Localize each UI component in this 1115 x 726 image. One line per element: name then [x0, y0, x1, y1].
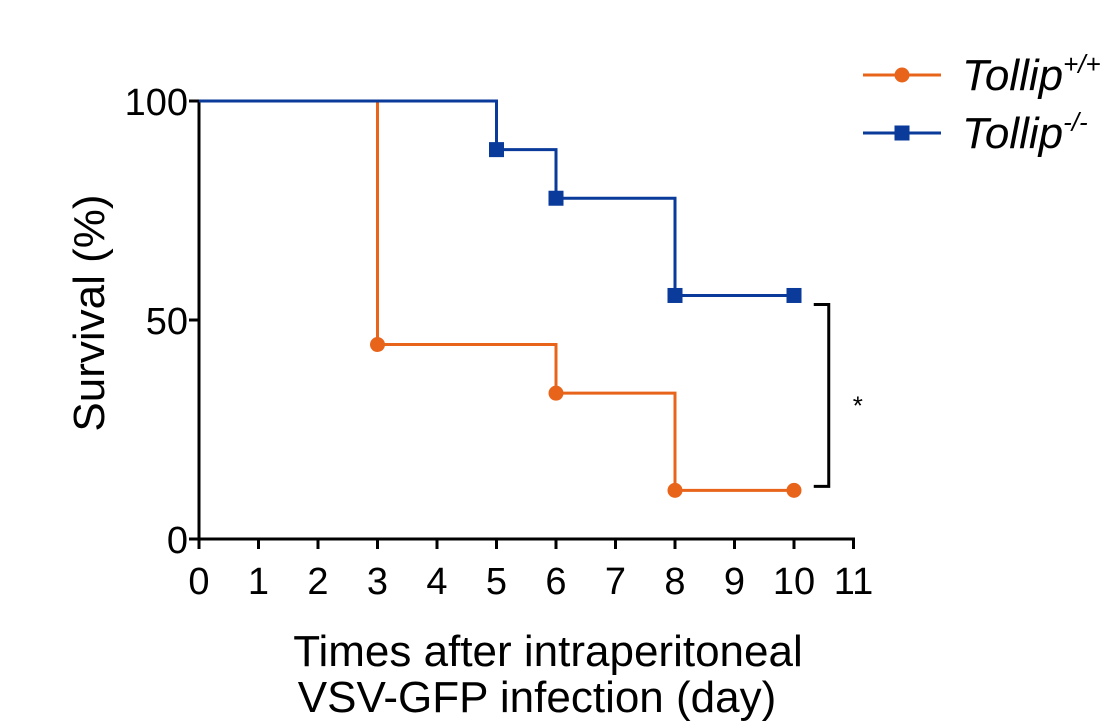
data-point — [786, 482, 802, 498]
x-tick-label: 10 — [773, 561, 815, 603]
data-point — [786, 287, 802, 303]
data-point — [667, 287, 683, 303]
data-point — [370, 337, 385, 353]
series-layer — [199, 99, 802, 498]
x-tick-label: 2 — [307, 561, 328, 603]
legend-label-name: Tollip — [962, 109, 1063, 158]
legend: Tollip+/+Tollip-/- — [863, 49, 1101, 158]
x-tick-label: 4 — [426, 561, 447, 603]
legend-marker — [894, 67, 910, 83]
series-line — [199, 99, 794, 492]
y-axis-title: Survival (%) — [65, 194, 114, 431]
y-tick-label: 0 — [167, 520, 188, 562]
significance-bracket — [813, 302, 831, 488]
x-tick-label: 7 — [605, 561, 626, 603]
legend-label: Tollip+/+ — [962, 49, 1101, 100]
x-tick-label: 5 — [486, 561, 507, 603]
legend-label-name: Tollip — [962, 51, 1063, 100]
series-line — [199, 99, 794, 297]
y-tick-label: 100 — [125, 82, 188, 124]
legend-label: Tollip-/- — [962, 107, 1088, 158]
x-tick-label: 6 — [545, 561, 566, 603]
x-tick-label: 1 — [248, 561, 269, 603]
legend-label-superscript: +/+ — [1063, 49, 1101, 79]
y-tick-label: 50 — [146, 301, 188, 343]
x-tick-label: 8 — [664, 561, 685, 603]
annotation-layer: * — [813, 302, 863, 488]
legend-marker — [894, 125, 910, 141]
data-point — [489, 142, 504, 158]
data-point — [548, 385, 564, 401]
x-tick-label: 0 — [188, 561, 209, 603]
x-tick-label: 9 — [724, 561, 745, 603]
x-tick-label: 11 — [834, 561, 873, 603]
data-point — [548, 190, 564, 206]
x-axis-title-line-1: Times after intraperitoneal — [293, 627, 802, 676]
x-tick-label: 3 — [367, 561, 388, 603]
legend-label-superscript: -/- — [1063, 107, 1088, 137]
data-point — [667, 482, 683, 498]
x-axis-title-line-2: VSV-GFP infection (day) — [298, 673, 777, 722]
significance-label: * — [853, 390, 863, 420]
